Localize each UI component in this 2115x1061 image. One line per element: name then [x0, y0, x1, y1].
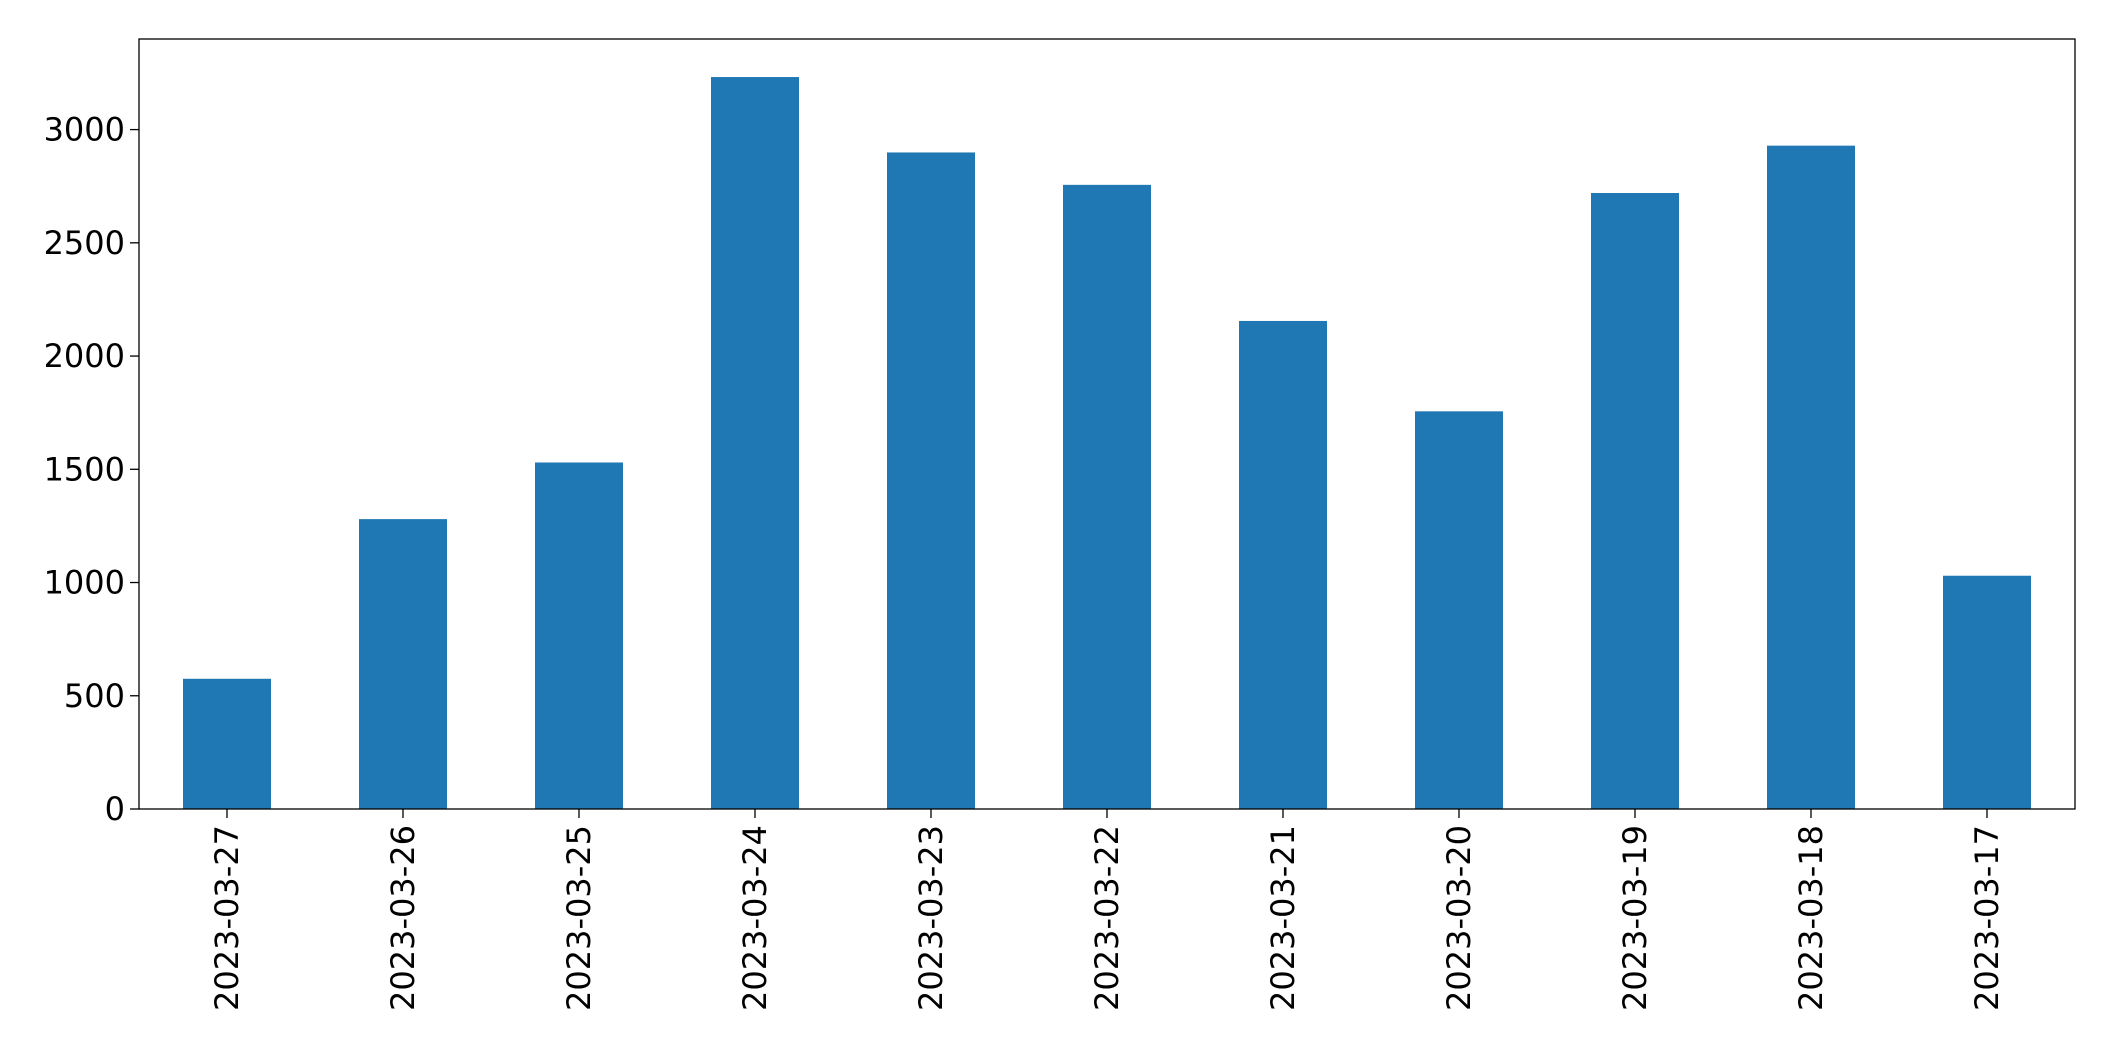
- x-tick-label: 2023-03-21: [1264, 825, 1302, 1011]
- bar: [1415, 411, 1503, 809]
- x-tick-label: 2023-03-25: [560, 825, 598, 1011]
- y-tick-label: 1500: [44, 450, 125, 488]
- bar: [1063, 184, 1151, 810]
- x-tick-label: 2023-03-26: [384, 825, 422, 1011]
- bar: [1767, 145, 1855, 809]
- plot-frame: [138, 38, 2076, 810]
- y-tick-label: 500: [64, 677, 125, 715]
- bar: [183, 678, 271, 809]
- bar: [1943, 575, 2031, 809]
- x-tick-label: 2023-03-23: [912, 825, 950, 1011]
- bar: [359, 519, 447, 809]
- y-tick-label: 3000: [44, 111, 125, 149]
- x-tick-label: 2023-03-19: [1616, 825, 1654, 1011]
- bar: [1239, 320, 1327, 809]
- x-tick-label: 2023-03-20: [1440, 825, 1478, 1011]
- bar: [887, 152, 975, 809]
- x-tick-label: 2023-03-22: [1088, 825, 1126, 1011]
- y-tick-label: 2500: [44, 224, 125, 262]
- x-tick-label: 2023-03-18: [1792, 825, 1830, 1011]
- bar: [1591, 193, 1679, 809]
- bar: [711, 77, 799, 809]
- y-tick-label: 0: [105, 790, 125, 828]
- y-tick-label: 1000: [44, 564, 125, 602]
- x-tick-label: 2023-03-24: [736, 825, 774, 1011]
- x-tick-label: 2023-03-27: [208, 825, 246, 1011]
- bar: [535, 462, 623, 809]
- y-tick-label: 2000: [44, 337, 125, 375]
- x-tick-label: 2023-03-17: [1968, 825, 2006, 1011]
